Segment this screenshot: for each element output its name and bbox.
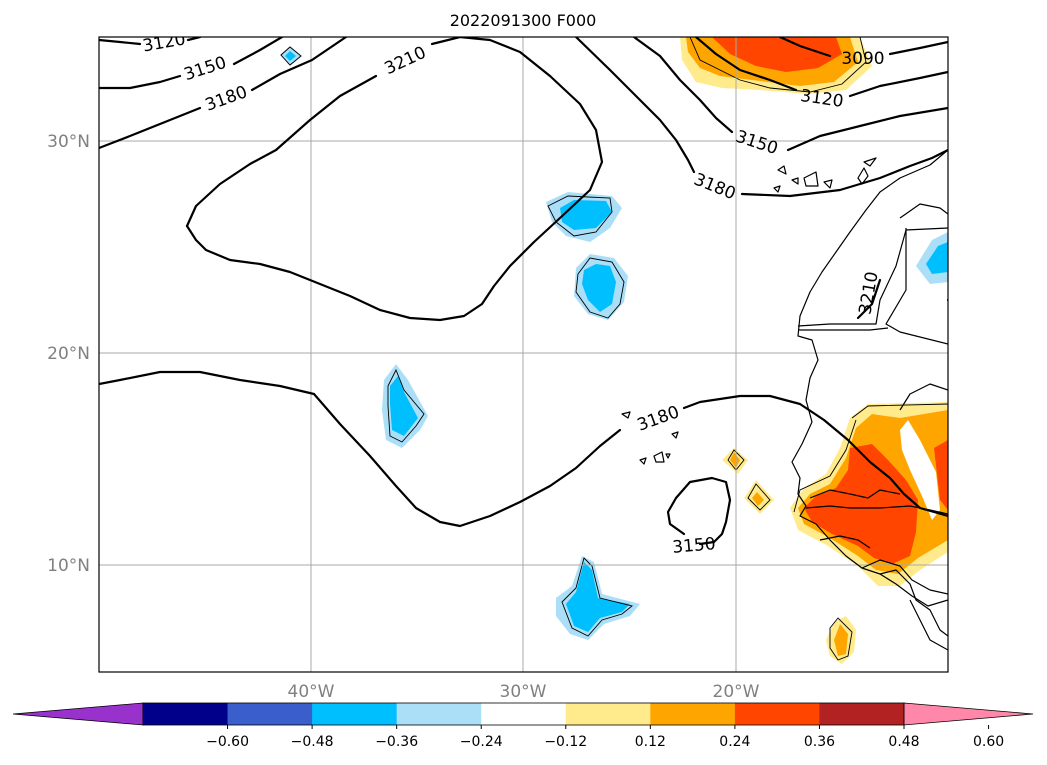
negative-anomaly-shading bbox=[280, 46, 948, 640]
lat-label-10n: 10°N bbox=[47, 556, 90, 576]
colorbar-segment bbox=[734, 703, 820, 725]
colorbar-segment bbox=[396, 703, 482, 725]
colorbar-tick-label: −0.48 bbox=[291, 734, 334, 750]
colorbar-tick-label: 0.12 bbox=[635, 734, 666, 750]
colorbar-segment bbox=[565, 703, 651, 725]
colorbar-tick-label: 0.48 bbox=[888, 734, 919, 750]
contour-label-3150-south: 3150 bbox=[672, 534, 717, 558]
colorbar-ticks: −0.60 −0.48 −0.36 −0.24 −0.12 0.12 0.24 0.36 0.4… bbox=[206, 725, 1004, 750]
colorbar-tick-label: −0.12 bbox=[544, 734, 587, 750]
lat-label-30n: 30°N bbox=[47, 132, 90, 152]
lon-label-20w: 20°W bbox=[713, 682, 760, 702]
colorbar: −0.60 −0.48 −0.36 −0.24 −0.12 0.12 0.24 0.36 0.4… bbox=[12, 702, 1034, 750]
colorbar-segment bbox=[481, 703, 567, 725]
colorbar-tick-label: 0.36 bbox=[804, 734, 835, 750]
colorbar-tick-label: −0.24 bbox=[460, 734, 503, 750]
colorbar-segment bbox=[650, 703, 736, 725]
colorbar-extend-high bbox=[903, 702, 1034, 726]
colorbar-segment bbox=[819, 703, 905, 725]
colorbar-extend-low bbox=[12, 702, 144, 726]
colorbar-segment bbox=[312, 703, 398, 725]
latitude-labels: 30°N 20°N 10°N bbox=[47, 132, 90, 576]
colorbar-tick-label: 0.60 bbox=[973, 734, 1004, 750]
colorbar-tick-label: 0.24 bbox=[719, 734, 750, 750]
lon-label-40w: 40°W bbox=[288, 682, 335, 702]
height-contours bbox=[99, 37, 948, 546]
colorbar-segment bbox=[227, 703, 313, 725]
colorbar-tick-label: −0.36 bbox=[375, 734, 418, 750]
colorbar-segment bbox=[143, 703, 229, 725]
longitude-labels: 40°W 30°W 20°W bbox=[288, 682, 760, 702]
coastlines bbox=[621, 149, 948, 651]
map-plot-area: 3120 3150 3180 3210 3090 3120 3150 3180 … bbox=[99, 37, 948, 672]
colorbar-tick-label: −0.60 bbox=[206, 734, 249, 750]
colorbar-segments bbox=[12, 702, 1034, 726]
lon-label-30w: 30°W bbox=[500, 682, 547, 702]
map-title: 2022091300 F000 bbox=[450, 11, 597, 30]
map-frame bbox=[98, 36, 949, 673]
colorbar-frame bbox=[142, 702, 905, 726]
lat-label-20n: 20°N bbox=[47, 344, 90, 364]
contour-label-3090: 3090 bbox=[841, 49, 884, 69]
